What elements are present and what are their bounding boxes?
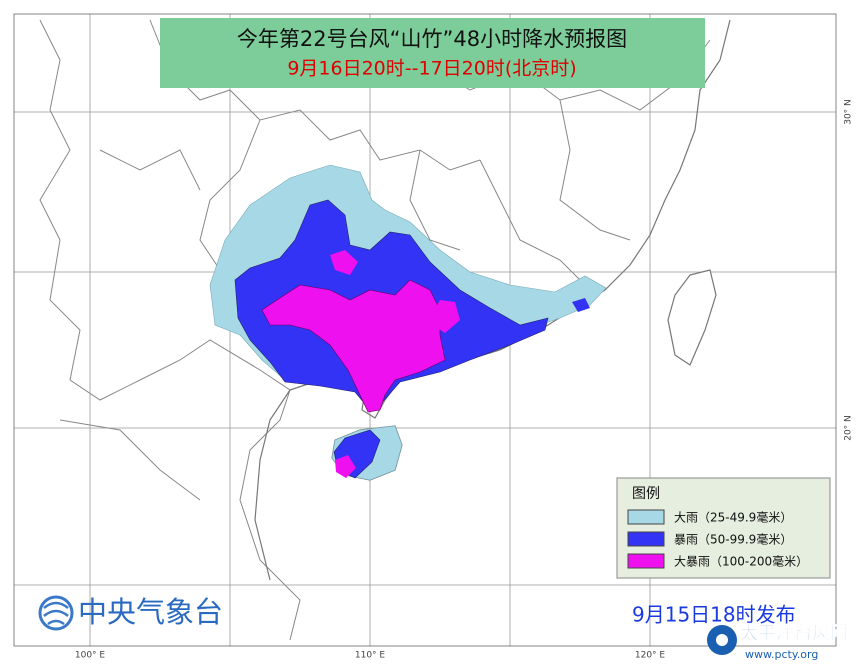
watermark-url: www.pcty.org bbox=[745, 648, 818, 661]
legend-label: 大暴雨（100-200毫米） bbox=[674, 554, 808, 569]
legend-swatch bbox=[627, 509, 665, 525]
longitude-label: 110° E bbox=[355, 651, 386, 661]
watermark-name: 太平洋台风网 bbox=[740, 622, 848, 644]
latitude-label: 20° N bbox=[844, 415, 854, 441]
legend-title: 图例 bbox=[632, 486, 660, 502]
rain-extreme-area bbox=[335, 455, 356, 478]
subtitle: 9月16日20时--17日20时(北京时) bbox=[287, 58, 576, 80]
legend-label: 大雨（25-49.9毫米） bbox=[674, 510, 792, 525]
agency-logo bbox=[38, 595, 74, 631]
longitude-label: 120° E bbox=[635, 651, 666, 661]
latitude-label: 30° N bbox=[844, 99, 854, 125]
rain-extreme-area bbox=[428, 300, 460, 333]
legend-swatch bbox=[627, 553, 665, 569]
title: 今年第22号台风“山竹”48小时降水预报图 bbox=[237, 27, 627, 51]
watermark-logo bbox=[716, 634, 728, 646]
issued-time: 9月15日18时发布 bbox=[632, 603, 796, 627]
rain-extreme-area bbox=[330, 250, 358, 275]
title-box bbox=[160, 18, 705, 88]
rain-torrential-area bbox=[572, 298, 590, 312]
rain-extreme-area bbox=[261, 279, 446, 413]
legend-label: 暴雨（50-99.9毫米） bbox=[674, 532, 792, 547]
agency-name: 中央气象台 bbox=[78, 595, 223, 629]
legend-swatch bbox=[627, 531, 665, 547]
longitude-label: 100° E bbox=[75, 651, 106, 661]
